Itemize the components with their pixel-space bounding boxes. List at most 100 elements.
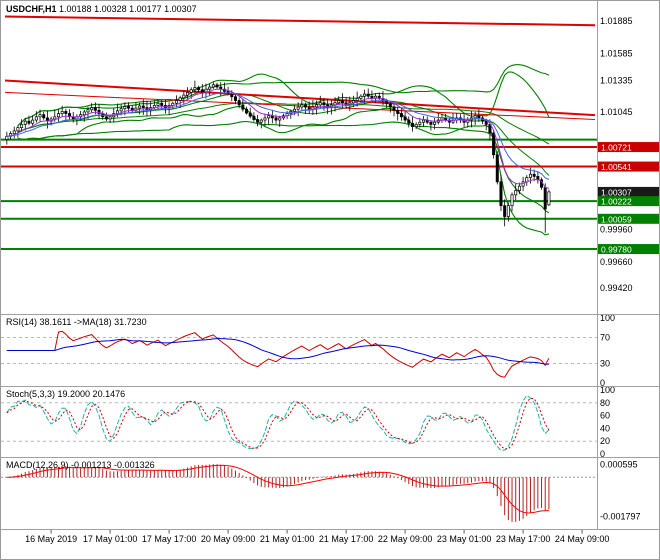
candle-body xyxy=(340,100,344,104)
stochastic-axis-tick: 100 xyxy=(600,385,615,395)
symbol-period-label: USDCHF,H1 xyxy=(6,4,57,14)
candle-body xyxy=(38,114,42,118)
candle-body xyxy=(322,102,326,106)
stochastic-signal-line xyxy=(6,397,550,450)
candle-body xyxy=(237,100,241,106)
candle-body xyxy=(104,116,108,120)
price-badge-label: 1.00307 xyxy=(601,187,632,197)
candle-body xyxy=(215,84,219,88)
candle-body xyxy=(547,191,551,206)
candle-body xyxy=(141,105,145,108)
stochastic-axis-tick: 20 xyxy=(600,436,610,446)
candle-body xyxy=(174,100,178,104)
candle-body xyxy=(178,97,182,101)
trend-line[interactable] xyxy=(4,15,596,27)
candle-body xyxy=(53,116,57,120)
candle-body xyxy=(16,127,20,132)
candle-body xyxy=(363,93,367,97)
candle-body xyxy=(252,115,256,120)
candle-body xyxy=(278,117,282,121)
y-axis-tick: 1.01335 xyxy=(600,75,633,85)
x-axis-label: 21 May 17:00 xyxy=(319,534,374,544)
candle-body xyxy=(337,100,341,104)
candle-body xyxy=(27,120,31,124)
candle-body xyxy=(514,190,518,196)
bb-lower-band-45 xyxy=(17,120,550,214)
candle-body xyxy=(392,106,396,111)
macd-label: MACD(12,26,9) -0.001213 -0.001326 xyxy=(6,460,155,470)
candle-body xyxy=(407,119,411,124)
price-badge xyxy=(598,142,659,153)
candle-body xyxy=(211,84,215,88)
candle-body xyxy=(160,102,164,106)
x-axis-label: 23 May 01:00 xyxy=(437,534,492,544)
candle-body xyxy=(292,108,296,112)
candle-body xyxy=(333,102,337,106)
candle-body xyxy=(119,108,123,112)
macd-signal-line xyxy=(6,464,549,514)
candle-body xyxy=(503,205,507,217)
y-axis-tick: 1.01885 xyxy=(600,16,633,26)
candle-body xyxy=(34,116,38,121)
rsi-axis-tick: 70 xyxy=(600,333,610,343)
rsi-axis-tick: 100 xyxy=(600,313,615,323)
candle-body xyxy=(127,106,131,109)
candle-body xyxy=(543,186,547,210)
candle-body xyxy=(197,87,201,91)
candle-body xyxy=(510,194,514,207)
stochastic-axis-tick: 40 xyxy=(600,423,610,433)
rsi-line xyxy=(6,330,550,378)
stochastic-axis-tick: 0 xyxy=(600,449,605,459)
candle-body xyxy=(108,116,112,120)
candle-body xyxy=(525,177,529,183)
y-axis-tick: 1.01585 xyxy=(600,48,633,58)
candle-body xyxy=(256,119,260,123)
candle-body xyxy=(263,117,267,121)
ohlc-values: 1.00188 1.00328 1.00177 1.00307 xyxy=(59,4,197,14)
candle-body xyxy=(56,113,60,118)
stochastic-axis-tick: 80 xyxy=(600,398,610,408)
candle-body xyxy=(93,107,97,111)
price-badge xyxy=(598,213,659,224)
candle-body xyxy=(68,113,72,118)
candle-body xyxy=(410,122,414,127)
candle-body xyxy=(414,124,418,127)
candle-body xyxy=(138,105,142,109)
price-badge xyxy=(598,161,659,172)
candle-body xyxy=(429,121,433,125)
candle-body xyxy=(477,115,481,119)
candle-body xyxy=(506,205,510,217)
candle-body xyxy=(233,96,237,101)
candle-body xyxy=(422,119,426,123)
candle-body xyxy=(42,114,46,119)
candle-body xyxy=(208,86,212,90)
candle-body xyxy=(388,103,392,108)
trend-line[interactable] xyxy=(4,91,596,121)
candle-body xyxy=(359,95,363,99)
candle-body xyxy=(492,132,496,156)
candle-body xyxy=(5,135,9,140)
price-badge xyxy=(598,186,659,197)
candle-body xyxy=(90,107,94,111)
candle-body xyxy=(304,104,308,108)
candle-body xyxy=(307,106,311,110)
candle-body xyxy=(318,102,322,106)
candle-body xyxy=(440,117,444,121)
x-axis-label: 17 May 17:00 xyxy=(142,534,197,544)
y-axis-tick: 1.01045 xyxy=(600,107,633,117)
candle-body xyxy=(267,115,271,119)
candle-body xyxy=(245,108,249,114)
price-badge xyxy=(598,196,659,207)
candle-body xyxy=(189,89,193,93)
candle-body xyxy=(204,88,208,93)
main-chart-plot[interactable] xyxy=(1,1,597,314)
candle-body xyxy=(499,181,503,207)
price-badge-label: 1.00222 xyxy=(601,197,632,207)
candle-body xyxy=(296,106,300,110)
candle-body xyxy=(484,120,488,125)
candle-body xyxy=(488,124,492,134)
candle-body xyxy=(517,185,521,191)
candle-body xyxy=(399,113,403,118)
trend-line[interactable] xyxy=(4,79,596,117)
